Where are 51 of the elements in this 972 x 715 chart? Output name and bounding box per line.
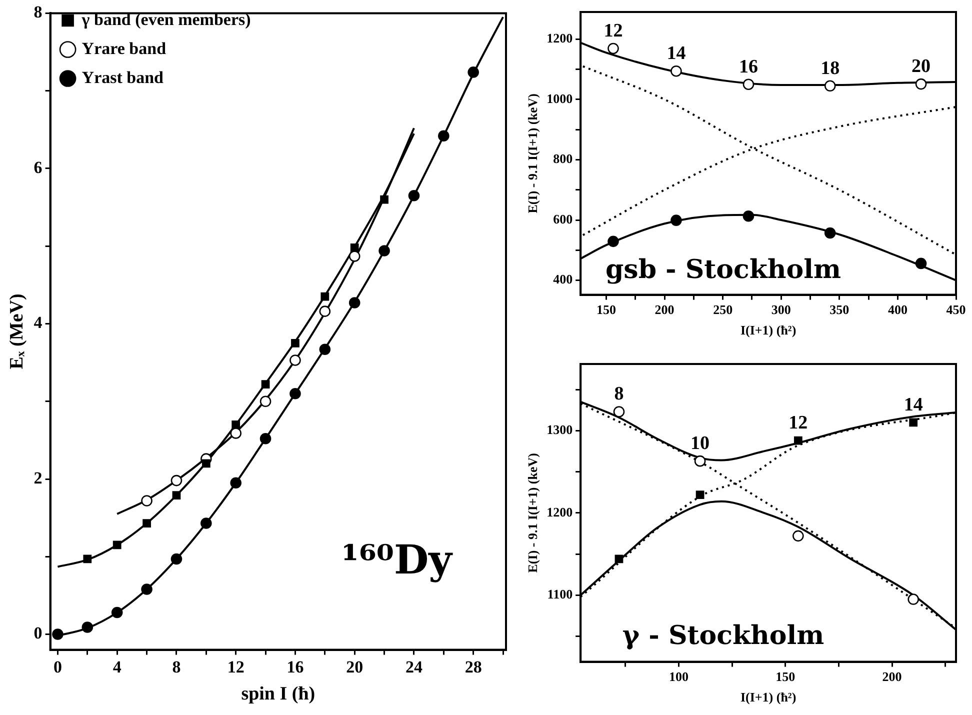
y-tick-label: 1100 — [547, 586, 573, 602]
legend-label: Yrare band — [82, 38, 167, 58]
x-tick-label: 450 — [946, 302, 966, 317]
y-tick-label: 8 — [34, 2, 42, 22]
y-tick-label: 800 — [553, 151, 573, 166]
legend-label: Yrast band — [82, 68, 164, 87]
annotation: 12 — [788, 412, 808, 434]
annotation: 18 — [820, 58, 840, 79]
annotation: 12 — [604, 20, 623, 42]
x-tick-label: 150 — [596, 302, 616, 317]
x-tick-label: 300 — [771, 302, 791, 317]
x-tick-label: 250 — [713, 302, 733, 317]
x-tick-label: 4 — [112, 657, 122, 676]
x-tick-label: 12 — [227, 657, 244, 676]
y-axis-title: Eₓ (MeV) — [6, 294, 28, 370]
y-tick-label: 6 — [34, 158, 42, 177]
x-tick-label: 16 — [286, 657, 304, 676]
y-tick-label: 0 — [34, 624, 42, 643]
x-tick-label: 150 — [776, 668, 796, 684]
legend-label: γ band (even members) — [80, 10, 251, 29]
x-tick-label: 24 — [405, 657, 423, 676]
y-tick-label: 400 — [553, 272, 573, 287]
x-axis-title: I(I+1) (ħ²) — [740, 690, 796, 705]
annotation: ¹⁶⁰Dy — [341, 536, 454, 584]
y-tick-label: 2 — [34, 468, 42, 488]
x-tick-label: 8 — [172, 657, 181, 676]
x-tick-label: 400 — [888, 302, 908, 317]
x-tick-label: 350 — [830, 302, 850, 317]
annotation: 14 — [904, 394, 924, 416]
y-axis-title: E(I) - 9.1 I(I+1) (keV) — [525, 453, 540, 573]
y-tick-label: 1000 — [546, 90, 573, 106]
x-tick-label: 28 — [464, 657, 482, 676]
annotation: 14 — [666, 43, 686, 64]
y-tick-label: 600 — [553, 211, 573, 226]
annotation: 8 — [614, 384, 624, 405]
annotation: γ - Stockholm — [622, 620, 824, 651]
annotation: 20 — [912, 56, 931, 78]
x-axis-title: spin I (ħ) — [241, 684, 316, 705]
x-axis-title: I(I+1) (ħ²) — [740, 322, 796, 338]
y-tick-label: 1200 — [546, 504, 573, 520]
y-axis-title: E(I) - 9.1 I(I+1) (keV) — [525, 94, 540, 214]
x-tick-label: 20 — [346, 657, 364, 676]
x-tick-label: 200 — [882, 668, 902, 684]
annotation: gsb - Stockholm — [606, 254, 841, 285]
x-tick-label: 100 — [668, 668, 688, 684]
annotation: 16 — [738, 56, 758, 78]
x-tick-label: 200 — [654, 302, 674, 317]
x-tick-label: 0 — [53, 657, 62, 676]
annotation: 10 — [690, 433, 710, 454]
y-tick-label: 1200 — [546, 30, 573, 46]
y-tick-label: 1300 — [546, 422, 573, 437]
